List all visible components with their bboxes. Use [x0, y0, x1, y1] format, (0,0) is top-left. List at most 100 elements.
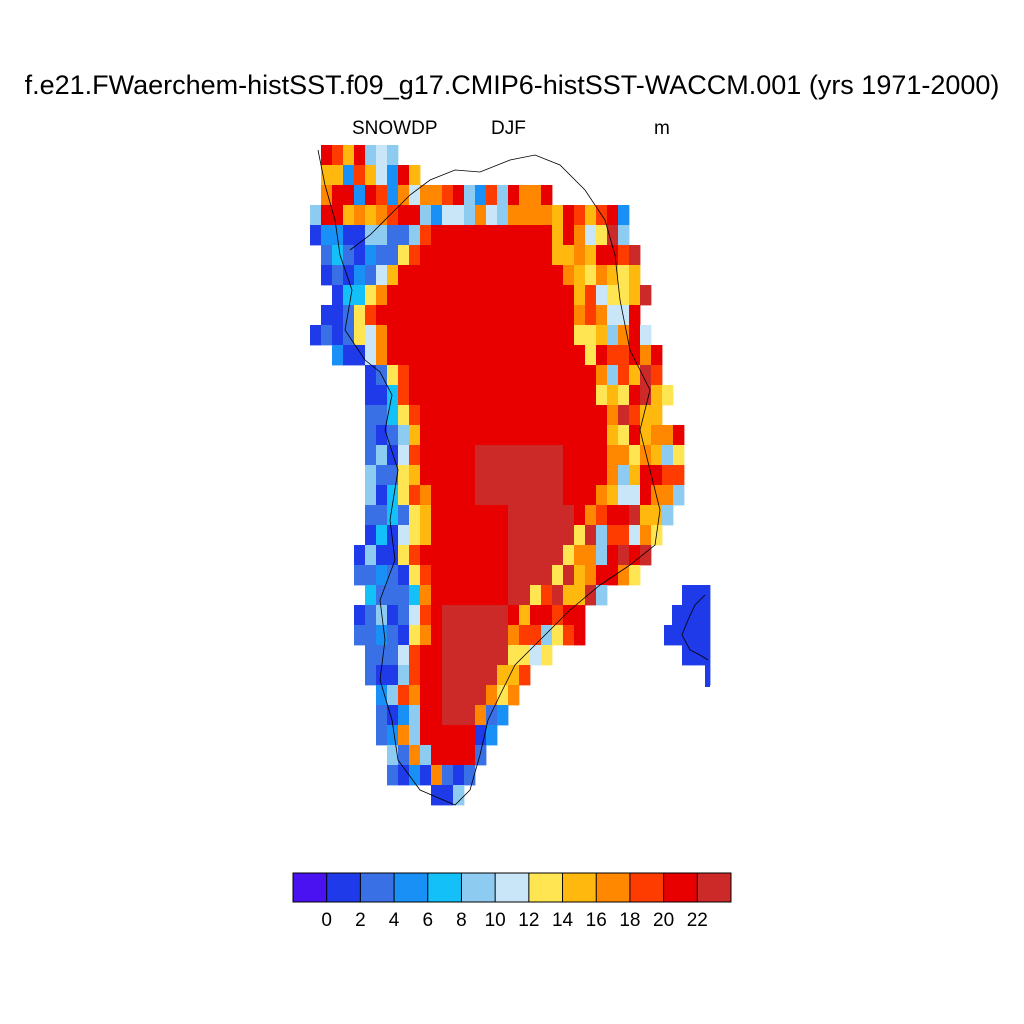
grid-cell — [486, 645, 498, 666]
grid-cell — [398, 685, 410, 706]
grid-cell — [464, 185, 476, 206]
grid-cell — [431, 585, 443, 606]
grid-cell — [420, 625, 432, 646]
grid-cell — [552, 305, 564, 326]
grid-cell — [629, 465, 641, 486]
grid-cell — [453, 545, 465, 566]
grid-cell — [607, 425, 619, 446]
grid-cell — [376, 485, 388, 506]
grid-cell — [420, 245, 432, 266]
grid-cell — [486, 185, 498, 206]
grid-cell — [585, 345, 597, 366]
grid-cell — [376, 725, 388, 746]
grid-cell — [508, 305, 520, 326]
grid-cell — [618, 465, 630, 486]
grid-cell — [607, 305, 619, 326]
grid-cell — [420, 505, 432, 526]
grid-cell — [420, 765, 432, 786]
grid-cell — [376, 705, 388, 726]
grid-cell — [629, 285, 641, 306]
grid-cell — [376, 545, 388, 566]
grid-cell — [453, 585, 465, 606]
grid-cell — [321, 205, 333, 226]
grid-cell — [574, 245, 586, 266]
grid-cell — [343, 225, 355, 246]
grid-cell — [376, 665, 388, 686]
grid-cell — [398, 385, 410, 406]
grid-cell — [530, 365, 542, 386]
grid-cell — [431, 325, 443, 346]
grid-cell — [519, 305, 531, 326]
grid-cell — [563, 305, 575, 326]
grid-cell — [541, 645, 553, 666]
grid-cell — [508, 425, 520, 446]
grid-cell — [464, 505, 476, 526]
grid-cell — [486, 405, 498, 426]
grid-cell — [629, 545, 641, 566]
grid-cell — [409, 525, 421, 546]
grid-cell — [409, 545, 421, 566]
grid-cell — [343, 345, 355, 366]
grid-cell — [585, 445, 597, 466]
colorbar-swatch — [360, 873, 395, 902]
grid-cell — [563, 385, 575, 406]
grid-cell — [365, 365, 377, 386]
grid-cell — [409, 185, 421, 206]
grid-cell — [354, 285, 366, 306]
grid-cell — [420, 265, 432, 286]
colorbar-frame — [292, 872, 732, 903]
colorbar-swatch — [427, 873, 462, 902]
grid-cell — [475, 725, 487, 746]
grid-cell — [332, 285, 344, 306]
grid-cell — [596, 405, 608, 426]
grid-cell — [464, 305, 476, 326]
grid-cell — [497, 685, 509, 706]
grid-cell — [596, 365, 608, 386]
grid-cell — [464, 545, 476, 566]
grid-cell — [376, 265, 388, 286]
grid-cell — [442, 705, 454, 726]
grid-cell — [475, 625, 487, 646]
grid-cell — [508, 545, 520, 566]
grid-cell — [442, 345, 454, 366]
grid-cell — [596, 305, 608, 326]
grid-cell — [519, 485, 531, 506]
grid-cell — [398, 665, 410, 686]
grid-cell — [431, 625, 443, 646]
grid-cell — [552, 585, 564, 606]
grid-cell — [585, 545, 597, 566]
grid-cell — [420, 345, 432, 366]
grid-cell — [398, 625, 410, 646]
grid-cell — [563, 205, 575, 226]
grid-cell — [431, 545, 443, 566]
grid-cell — [530, 485, 542, 506]
grid-cell — [365, 505, 377, 526]
grid-cell — [409, 245, 421, 266]
grid-cell — [376, 245, 388, 266]
grid-cell — [398, 605, 410, 626]
grid-cell — [596, 585, 608, 606]
grid-cell — [563, 545, 575, 566]
grid-cell — [618, 305, 630, 326]
grid-cell — [354, 185, 366, 206]
grid-cell — [662, 505, 674, 526]
grid-cell — [387, 645, 399, 666]
grid-cell — [453, 185, 465, 206]
colorbar-tick-label: 18 — [619, 910, 640, 931]
grid-cell — [453, 525, 465, 546]
grid-cell — [585, 585, 597, 606]
grid-cell — [596, 425, 608, 446]
grid-cell — [682, 645, 694, 666]
grid-cell — [409, 445, 421, 466]
grid-cell — [365, 225, 377, 246]
grid-cell — [552, 505, 564, 526]
grid-cell — [310, 205, 322, 226]
grid-cell — [453, 445, 465, 466]
grid-cell — [464, 765, 476, 786]
grid-cell — [519, 545, 531, 566]
grid-cell — [442, 425, 454, 446]
grid-cell — [705, 665, 710, 687]
grid-cell — [497, 385, 509, 406]
grid-cell — [530, 405, 542, 426]
grid-cell — [486, 705, 498, 726]
